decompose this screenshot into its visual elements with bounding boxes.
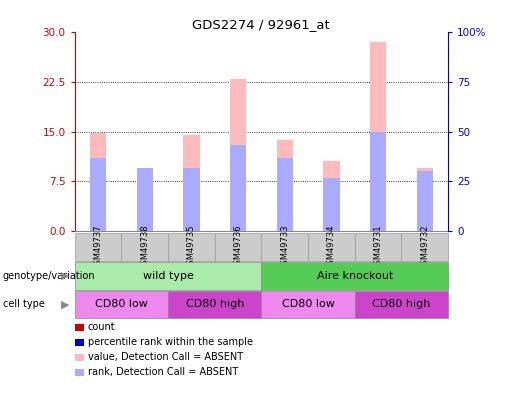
Bar (215, 233, 261, 261)
Bar (261, 291, 355, 318)
Bar (308, 233, 355, 261)
Bar (183, 168, 199, 231)
Bar (75, 291, 168, 318)
Text: GSM49736: GSM49736 (233, 224, 243, 270)
Bar (230, 79, 246, 231)
Text: rank, Detection Call = ABSENT: rank, Detection Call = ABSENT (88, 367, 238, 377)
Bar (370, 43, 386, 231)
Bar (168, 233, 215, 261)
Text: count: count (88, 322, 115, 332)
Bar (90, 158, 106, 231)
Text: GSM49735: GSM49735 (187, 224, 196, 270)
Bar (168, 291, 261, 318)
Bar (401, 233, 448, 261)
Bar (136, 168, 153, 231)
Text: GSM49731: GSM49731 (373, 224, 383, 270)
Text: Aire knockout: Aire knockout (317, 271, 393, 281)
Text: CD80 low: CD80 low (95, 299, 148, 309)
Bar (355, 233, 401, 261)
Bar (370, 132, 386, 231)
Bar (122, 233, 168, 261)
Text: CD80 low: CD80 low (282, 299, 334, 309)
Bar (90, 133, 106, 231)
Text: CD80 high: CD80 high (185, 299, 244, 309)
Text: GSM49732: GSM49732 (420, 224, 429, 270)
Text: GSM49734: GSM49734 (327, 224, 336, 270)
Text: ▶: ▶ (61, 299, 70, 309)
Bar (183, 135, 199, 231)
Bar (355, 291, 448, 318)
Text: genotype/variation: genotype/variation (3, 271, 95, 281)
Text: GSM49737: GSM49737 (94, 224, 102, 270)
Bar (230, 145, 246, 231)
Text: GSM49733: GSM49733 (280, 224, 289, 270)
Text: percentile rank within the sample: percentile rank within the sample (88, 337, 252, 347)
Bar (277, 158, 293, 231)
Bar (417, 171, 433, 231)
Text: ▶: ▶ (61, 271, 70, 281)
Text: value, Detection Call = ABSENT: value, Detection Call = ABSENT (88, 352, 243, 362)
Text: wild type: wild type (143, 271, 194, 281)
Bar (261, 262, 448, 290)
Title: GDS2274 / 92961_at: GDS2274 / 92961_at (193, 18, 330, 31)
Bar (261, 233, 308, 261)
Text: cell type: cell type (3, 299, 44, 309)
Text: GSM49738: GSM49738 (140, 224, 149, 270)
Bar (323, 161, 339, 231)
Bar (75, 233, 122, 261)
Bar (75, 262, 261, 290)
Bar (136, 168, 153, 231)
Bar (277, 140, 293, 231)
Text: CD80 high: CD80 high (372, 299, 431, 309)
Bar (323, 178, 339, 231)
Bar (417, 168, 433, 231)
